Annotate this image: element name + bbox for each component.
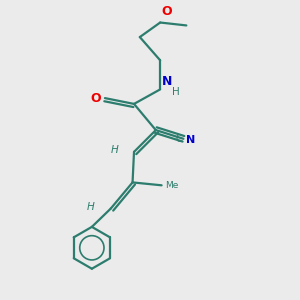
Text: O: O: [90, 92, 101, 105]
Text: H: H: [172, 87, 180, 97]
Text: Me: Me: [165, 181, 178, 190]
Text: O: O: [162, 5, 172, 18]
Text: N: N: [186, 135, 196, 145]
Text: H: H: [87, 202, 95, 212]
Text: H: H: [110, 146, 118, 155]
Text: N: N: [162, 75, 172, 88]
Text: C: C: [175, 134, 182, 144]
